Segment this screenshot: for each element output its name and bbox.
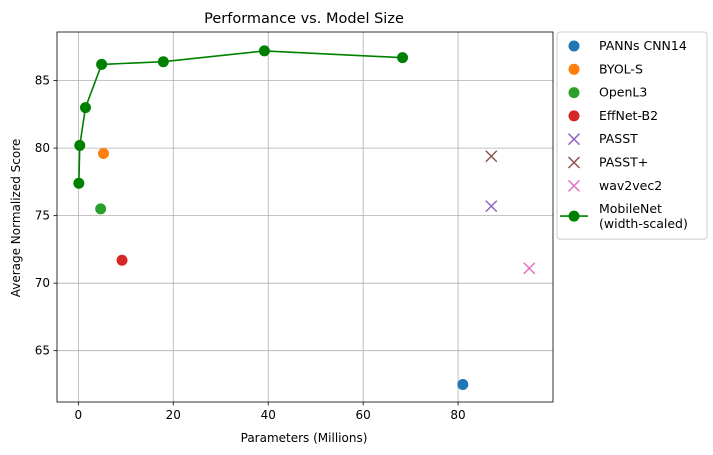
legend-label: OpenL3: [599, 85, 647, 100]
x-tick-label: 60: [356, 408, 371, 422]
series: [485, 200, 498, 213]
legend-item: PANNs CNN14: [568, 38, 687, 53]
data-point: [258, 45, 270, 57]
legend-label: MobileNet: [599, 201, 662, 216]
legend-item: wav2vec2: [567, 178, 662, 193]
legend-item: PASST: [567, 131, 638, 146]
legend-label: wav2vec2: [599, 178, 662, 193]
y-tick-label: 75: [35, 209, 50, 223]
series: [73, 45, 409, 189]
legend-marker: [567, 133, 581, 146]
x-tick-label: 0: [75, 408, 83, 422]
legend-item: PASST+: [567, 155, 648, 170]
y-tick-label: 80: [35, 141, 50, 155]
x-tick-label: 40: [261, 408, 276, 422]
legend-marker: [568, 210, 580, 222]
series: [457, 378, 469, 390]
legend-item: OpenL3: [568, 85, 647, 100]
plot-frame: [56, 31, 554, 403]
y-tick-label: 65: [35, 344, 50, 358]
legend-label: BYOL-S: [599, 61, 643, 76]
data-point: [397, 52, 409, 64]
legend: PANNs CNN14 BYOL-S OpenL3 EffNet-B2 PASST PAS…: [556, 31, 708, 240]
series: [523, 262, 536, 275]
legend-item: EffNet-B2: [568, 108, 658, 123]
series: [485, 150, 498, 163]
x-axis-ticks: 0 20 40 60 80: [75, 402, 466, 422]
y-tick-label: 70: [35, 276, 50, 290]
x-axis-label: Parameters (Millions): [241, 431, 368, 445]
plot-area: [73, 45, 536, 390]
x-tick-label: 80: [450, 408, 465, 422]
y-axis-label: Average Normalized Score: [9, 139, 23, 298]
data-point: [73, 177, 85, 189]
y-tick-label: 85: [35, 74, 50, 88]
series: [98, 148, 110, 160]
series: [95, 203, 107, 215]
legend-label: PASST+: [599, 155, 648, 170]
legend-label: EffNet-B2: [599, 108, 658, 123]
legend-box: [556, 31, 708, 240]
x-tick-label: 20: [166, 408, 181, 422]
y-axis-ticks: 65 70 75 80 85: [35, 74, 57, 358]
legend-marker: [567, 156, 581, 169]
series-line: [78, 50, 403, 184]
data-point: [74, 139, 86, 151]
legend-item: MobileNet(width-scaled): [560, 201, 688, 231]
legend-marker: [568, 40, 580, 52]
data-point: [79, 102, 91, 114]
chart-title: Performance vs. Model Size: [204, 11, 404, 27]
data-point: [116, 254, 128, 266]
legend-label: PASST: [599, 131, 638, 146]
legend-marker: [568, 87, 580, 99]
data-point: [98, 148, 110, 160]
data-point: [485, 150, 498, 163]
legend-marker: [568, 63, 580, 75]
legend-label: (width-scaled): [599, 216, 688, 231]
legend-item: BYOL-S: [568, 61, 643, 76]
legend-marker: [568, 110, 580, 122]
data-point: [523, 262, 536, 275]
data-point: [457, 378, 469, 390]
series: [116, 254, 128, 266]
legend-label: PANNs CNN14: [599, 38, 687, 53]
data-point: [95, 203, 107, 215]
legend-marker: [567, 179, 581, 192]
data-point: [485, 200, 498, 213]
data-point: [157, 56, 169, 68]
data-point: [96, 58, 108, 70]
grid: [57, 32, 553, 402]
